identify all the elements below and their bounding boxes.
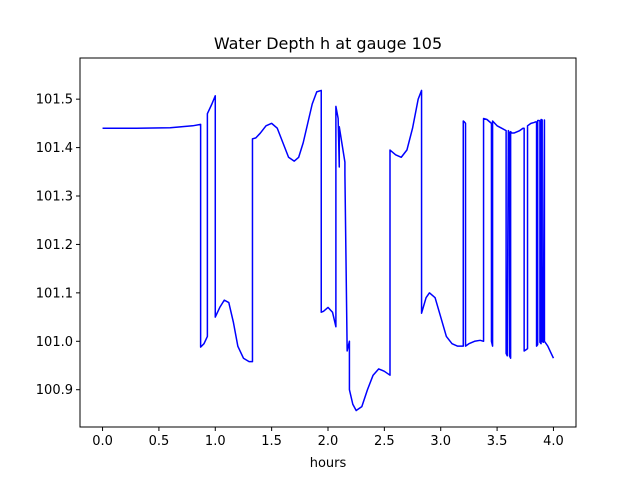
x-tick-label: 0.0 (92, 434, 113, 449)
y-tick-label: 101.4 (36, 141, 73, 156)
x-tick-label: 1.0 (205, 434, 226, 449)
x-tick-label: 4.0 (543, 434, 564, 449)
series-layer (102, 89, 555, 412)
y-tick-label: 101.5 (36, 93, 73, 108)
plot-frame (79, 57, 577, 428)
x-tick-label: 3.0 (430, 434, 451, 449)
y-tick-label: 101.3 (36, 190, 73, 205)
y-tick-label: 101.1 (36, 286, 73, 301)
series-line-0 (102, 89, 555, 412)
x-axis-ticks: 0.0 0.5 1.0 1.5 2.0 2.5 3.0 3.5 4.0 (92, 427, 564, 449)
y-tick-label: 101.0 (36, 335, 73, 350)
x-tick-label: 1.5 (261, 434, 282, 449)
x-tick-label: 2.0 (318, 434, 339, 449)
x-tick-label: 2.5 (374, 434, 395, 449)
y-tick-label: 100.9 (36, 383, 73, 398)
plot-area (80, 58, 576, 427)
x-tick-label: 0.5 (149, 434, 170, 449)
y-tick-label: 101.2 (36, 238, 73, 253)
y-axis-ticks: 100.9 101.0 101.1 101.2 101.3 101.4 101.5 (36, 93, 80, 398)
x-tick-label: 3.5 (487, 434, 508, 449)
x-axis-label: hours (310, 456, 347, 471)
chart-title: Water Depth h at gauge 105 (214, 34, 442, 53)
